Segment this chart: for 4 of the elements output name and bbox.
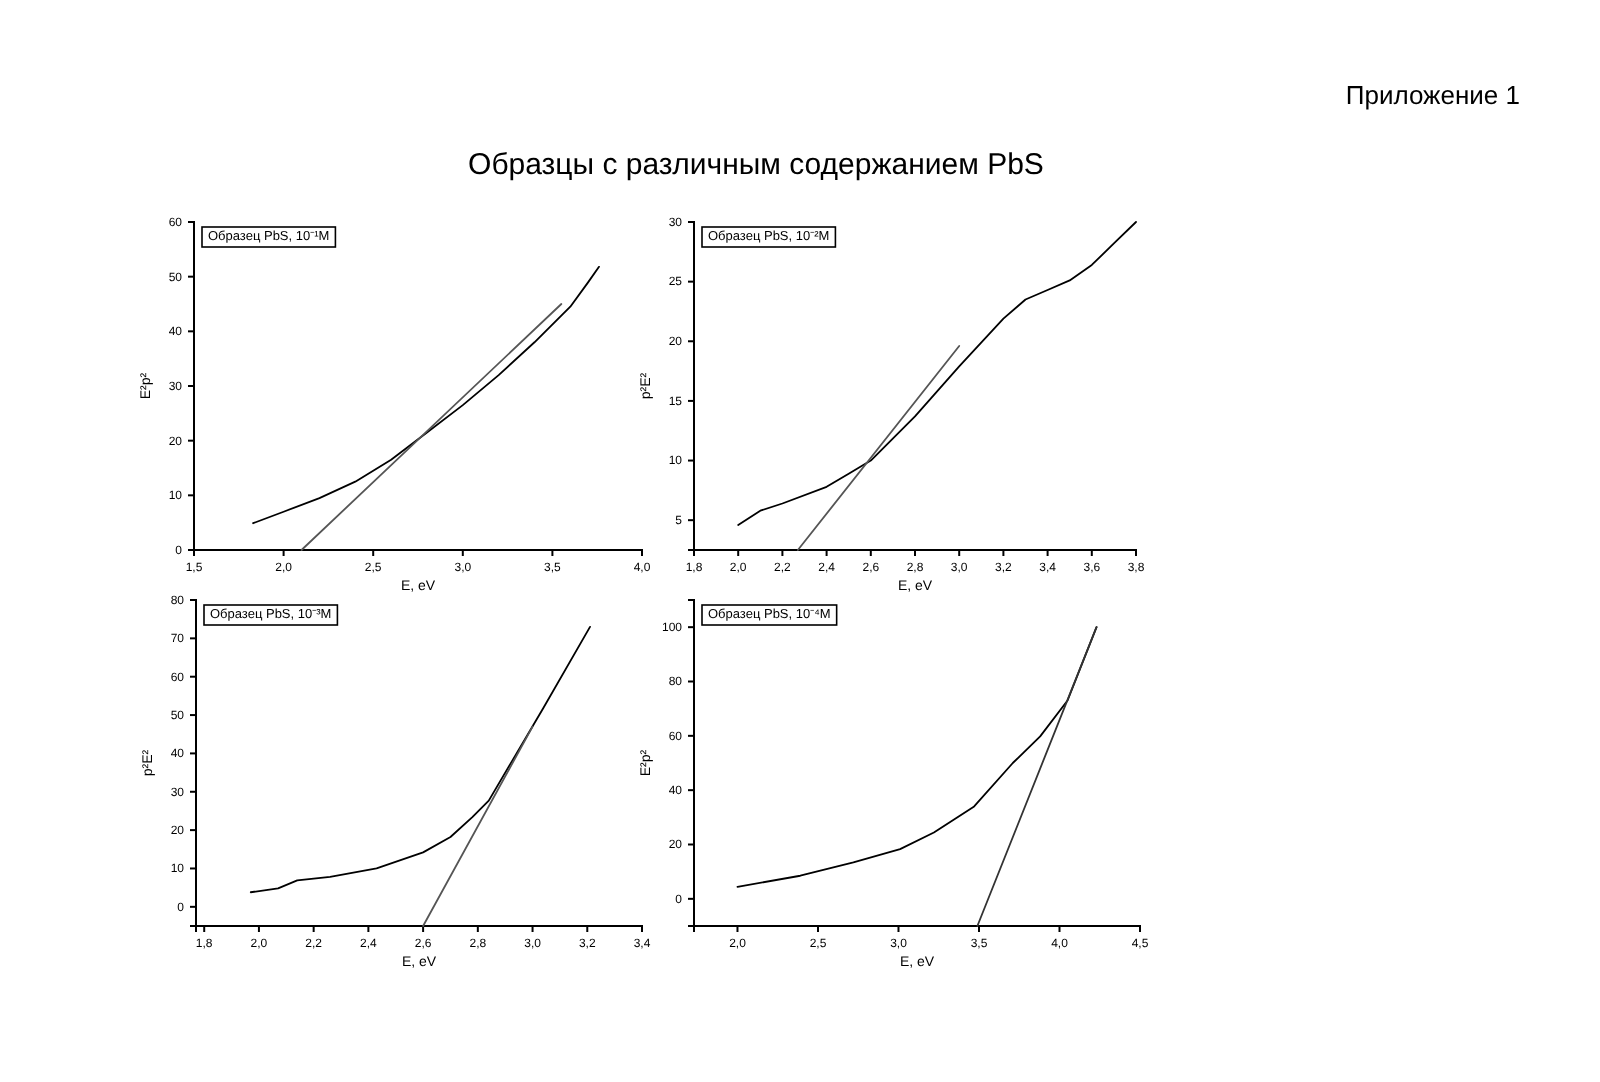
line-series: [249, 625, 591, 894]
line-series: [252, 265, 600, 525]
text: Образцы с различным содержанием PbS: [468, 148, 1044, 182]
text: Приложение 1: [1345, 80, 1520, 110]
